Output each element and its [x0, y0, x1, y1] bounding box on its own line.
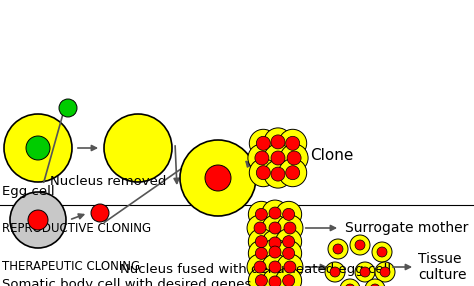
Text: Somatic body cell with desired genes: Somatic body cell with desired genes — [2, 278, 251, 286]
Text: Nucleus removed: Nucleus removed — [50, 175, 166, 188]
Circle shape — [269, 237, 281, 249]
Circle shape — [276, 201, 301, 227]
Circle shape — [269, 261, 281, 273]
Circle shape — [350, 235, 370, 255]
Circle shape — [276, 240, 301, 266]
Circle shape — [262, 230, 288, 256]
Circle shape — [248, 229, 274, 255]
Circle shape — [283, 247, 295, 259]
Circle shape — [360, 267, 370, 277]
Circle shape — [380, 267, 390, 277]
Circle shape — [333, 244, 343, 254]
Circle shape — [26, 136, 50, 160]
Circle shape — [248, 240, 274, 266]
Circle shape — [372, 242, 392, 262]
Circle shape — [284, 261, 296, 273]
Circle shape — [286, 136, 300, 150]
Circle shape — [104, 114, 172, 182]
Circle shape — [254, 222, 266, 234]
Circle shape — [249, 159, 277, 187]
Circle shape — [249, 129, 277, 157]
Circle shape — [355, 240, 365, 250]
Text: Clone: Clone — [310, 148, 354, 162]
Circle shape — [276, 268, 301, 286]
Text: Egg cell: Egg cell — [2, 185, 55, 198]
Circle shape — [59, 99, 77, 117]
Text: Surrogate mother: Surrogate mother — [345, 221, 468, 235]
Circle shape — [284, 222, 296, 234]
Circle shape — [375, 262, 395, 282]
Circle shape — [355, 262, 375, 282]
Circle shape — [247, 215, 273, 241]
Circle shape — [325, 262, 345, 282]
Circle shape — [269, 246, 281, 258]
Circle shape — [287, 151, 301, 165]
Circle shape — [262, 200, 288, 226]
Circle shape — [370, 284, 380, 286]
Circle shape — [255, 275, 267, 286]
Circle shape — [248, 268, 274, 286]
Circle shape — [256, 136, 270, 150]
Circle shape — [277, 215, 303, 241]
Text: REPRODUCTIVE CLONING: REPRODUCTIVE CLONING — [2, 221, 151, 235]
Text: Nucleus fused with denucleated egg cell: Nucleus fused with denucleated egg cell — [120, 263, 391, 276]
Circle shape — [28, 210, 48, 230]
Circle shape — [269, 276, 281, 286]
Circle shape — [255, 151, 269, 165]
Circle shape — [262, 239, 288, 265]
Circle shape — [271, 135, 285, 149]
Circle shape — [247, 254, 273, 280]
Circle shape — [286, 166, 300, 180]
Circle shape — [264, 128, 292, 156]
Circle shape — [279, 129, 307, 157]
Circle shape — [262, 215, 288, 241]
Circle shape — [283, 236, 295, 248]
Circle shape — [264, 144, 292, 172]
Circle shape — [345, 284, 355, 286]
Circle shape — [280, 144, 308, 172]
Circle shape — [248, 201, 274, 227]
Circle shape — [330, 267, 340, 277]
Circle shape — [255, 208, 267, 220]
Circle shape — [91, 204, 109, 222]
Circle shape — [180, 140, 256, 216]
Text: Tissue
culture: Tissue culture — [418, 252, 466, 282]
Circle shape — [276, 229, 301, 255]
Circle shape — [264, 160, 292, 188]
Circle shape — [248, 144, 276, 172]
Circle shape — [271, 167, 285, 181]
Circle shape — [269, 207, 281, 219]
Circle shape — [256, 166, 270, 180]
Circle shape — [377, 247, 387, 257]
Circle shape — [277, 254, 303, 280]
Circle shape — [255, 247, 267, 259]
Circle shape — [269, 222, 281, 234]
Circle shape — [4, 114, 72, 182]
Circle shape — [262, 269, 288, 286]
Text: THERAPEUTIC CLONING: THERAPEUTIC CLONING — [2, 261, 140, 273]
Circle shape — [271, 151, 285, 165]
Circle shape — [283, 208, 295, 220]
Circle shape — [10, 192, 66, 248]
Circle shape — [255, 236, 267, 248]
Circle shape — [283, 275, 295, 286]
Circle shape — [365, 279, 385, 286]
Circle shape — [262, 254, 288, 280]
Circle shape — [279, 159, 307, 187]
Circle shape — [340, 279, 360, 286]
Circle shape — [205, 165, 231, 191]
Circle shape — [328, 239, 348, 259]
Circle shape — [254, 261, 266, 273]
